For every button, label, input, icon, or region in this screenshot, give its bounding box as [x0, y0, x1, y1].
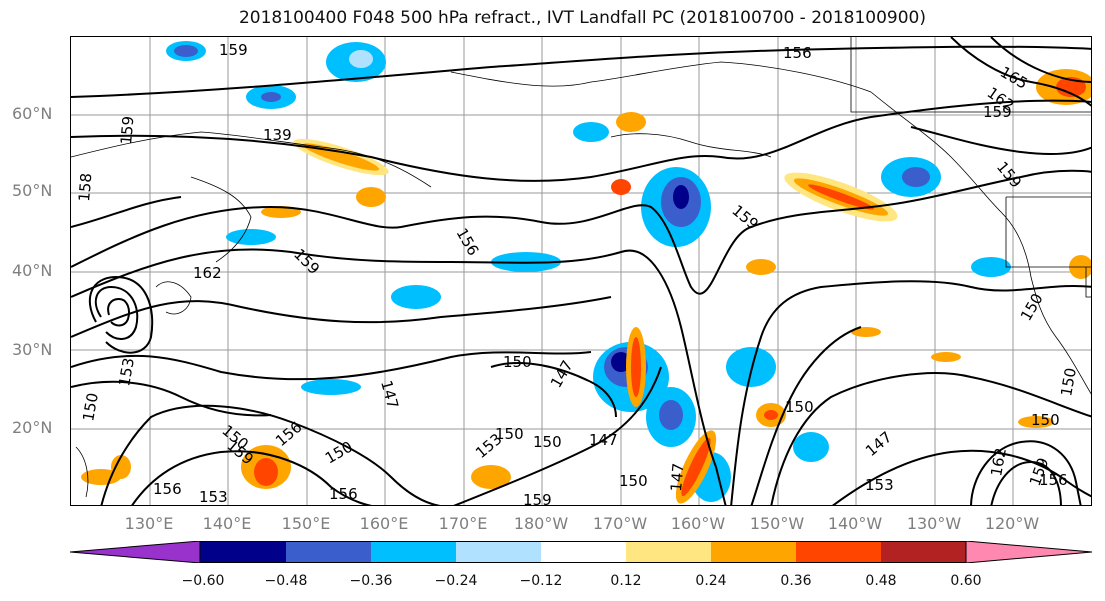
- colorbar-segment: [541, 541, 626, 563]
- contour-label: 159: [219, 41, 248, 59]
- colorbar-tick-label: −0.12: [519, 573, 563, 589]
- contour-label: 159: [993, 158, 1025, 192]
- colorbar-tick-label: −0.60: [181, 573, 225, 589]
- colorbar-tick-label: 0.36: [780, 573, 812, 589]
- map-canvas: 159 156 159 165 162 159 159 158 159 139 …: [71, 37, 1091, 506]
- contour-label: 150: [619, 472, 648, 490]
- lon-label-180w: 180°W: [513, 514, 569, 533]
- contour-label: 159: [728, 201, 762, 233]
- contour-label: 150: [1031, 411, 1060, 429]
- contour-label: 139: [263, 126, 292, 144]
- contour-label: 156: [272, 418, 306, 450]
- contour-label: 159: [290, 245, 323, 278]
- contour-label: 150: [79, 391, 102, 422]
- colorbar-tick-label: 0.60: [950, 573, 982, 589]
- contour-label: 162: [193, 264, 222, 282]
- lat-label-50n: 50°N: [12, 181, 53, 200]
- colorbar-tick-label: −0.24: [434, 573, 478, 589]
- colorbar-segment: [796, 541, 881, 563]
- contour-label: 150: [533, 433, 562, 451]
- contour-label: 150: [495, 425, 524, 443]
- lon-label-170e: 170°E: [438, 514, 488, 533]
- lon-label-160e: 160°E: [359, 514, 409, 533]
- contour-label: 153: [115, 356, 138, 387]
- colorbar-extend-max: [965, 541, 1093, 563]
- contour-label: 150: [1057, 366, 1080, 397]
- contour-label: 159: [983, 103, 1012, 121]
- lat-label-60n: 60°N: [12, 104, 53, 123]
- colorbar: [70, 541, 1093, 563]
- colorbar-tick-label: 0.12: [610, 573, 642, 589]
- contour-label: 162: [987, 446, 1010, 477]
- map-panel: 159 156 159 165 162 159 159 158 159 139 …: [70, 36, 1092, 506]
- lon-label-120w: 120°W: [984, 514, 1040, 533]
- contour-label: 156: [153, 480, 182, 498]
- contour-label: 150: [322, 438, 356, 468]
- colorbar-segment: [286, 541, 371, 563]
- lon-label-150w: 150°W: [749, 514, 805, 533]
- lat-label-20n: 20°N: [12, 418, 53, 437]
- contour-label: 159: [523, 491, 552, 506]
- colorbar-extend-min: [70, 541, 201, 563]
- lon-label-140e: 140°E: [202, 514, 252, 533]
- contour-label: 158: [75, 172, 95, 202]
- contour-label: 156: [453, 225, 483, 259]
- colorbar-tick-label: −0.36: [349, 573, 393, 589]
- contour-label: 147: [589, 431, 618, 449]
- contour-label: 147: [862, 428, 896, 460]
- lon-label-130e: 130°E: [124, 514, 174, 533]
- colorbar-segment: [881, 541, 966, 563]
- lat-label-40n: 40°N: [12, 261, 53, 280]
- height-contours: [71, 37, 1091, 505]
- contour-label: 153: [199, 488, 228, 506]
- lon-label-130w: 130°W: [906, 514, 962, 533]
- colorbar-segment: [456, 541, 541, 563]
- colorbar-segment: [371, 541, 456, 563]
- lon-label-140w: 140°W: [827, 514, 883, 533]
- contour-label: 153: [865, 476, 894, 494]
- lon-label-150e: 150°E: [281, 514, 331, 533]
- contour-label: 147: [377, 378, 402, 410]
- coastlines: [71, 37, 1091, 498]
- colorbar-segment: [711, 541, 796, 563]
- contour-label: 156: [1039, 471, 1068, 489]
- contour-label: 150: [785, 398, 814, 416]
- positive-anomaly-fills: [81, 69, 1091, 504]
- contour-label: 156: [783, 44, 812, 62]
- colorbar-segment: [626, 541, 711, 563]
- contour-labels: 159 156 159 165 162 159 159 158 159 139 …: [75, 41, 1080, 506]
- contour-label: 150: [1017, 290, 1047, 324]
- colorbar-segment: [200, 541, 286, 563]
- colorbar-tick-label: 0.48: [865, 573, 897, 589]
- plot-title: 2018100400 F048 500 hPa refract., IVT La…: [238, 8, 926, 28]
- lon-label-170w: 170°W: [592, 514, 648, 533]
- contour-label: 147: [667, 462, 687, 492]
- contour-label: 159: [117, 115, 137, 145]
- contour-label: 156: [329, 485, 358, 503]
- lat-label-30n: 30°N: [12, 340, 53, 359]
- contour-label: 150: [503, 353, 532, 371]
- lon-label-160w: 160°W: [670, 514, 726, 533]
- colorbar-tick-label: 0.24: [695, 573, 727, 589]
- colorbar-tick-label: −0.48: [264, 573, 308, 589]
